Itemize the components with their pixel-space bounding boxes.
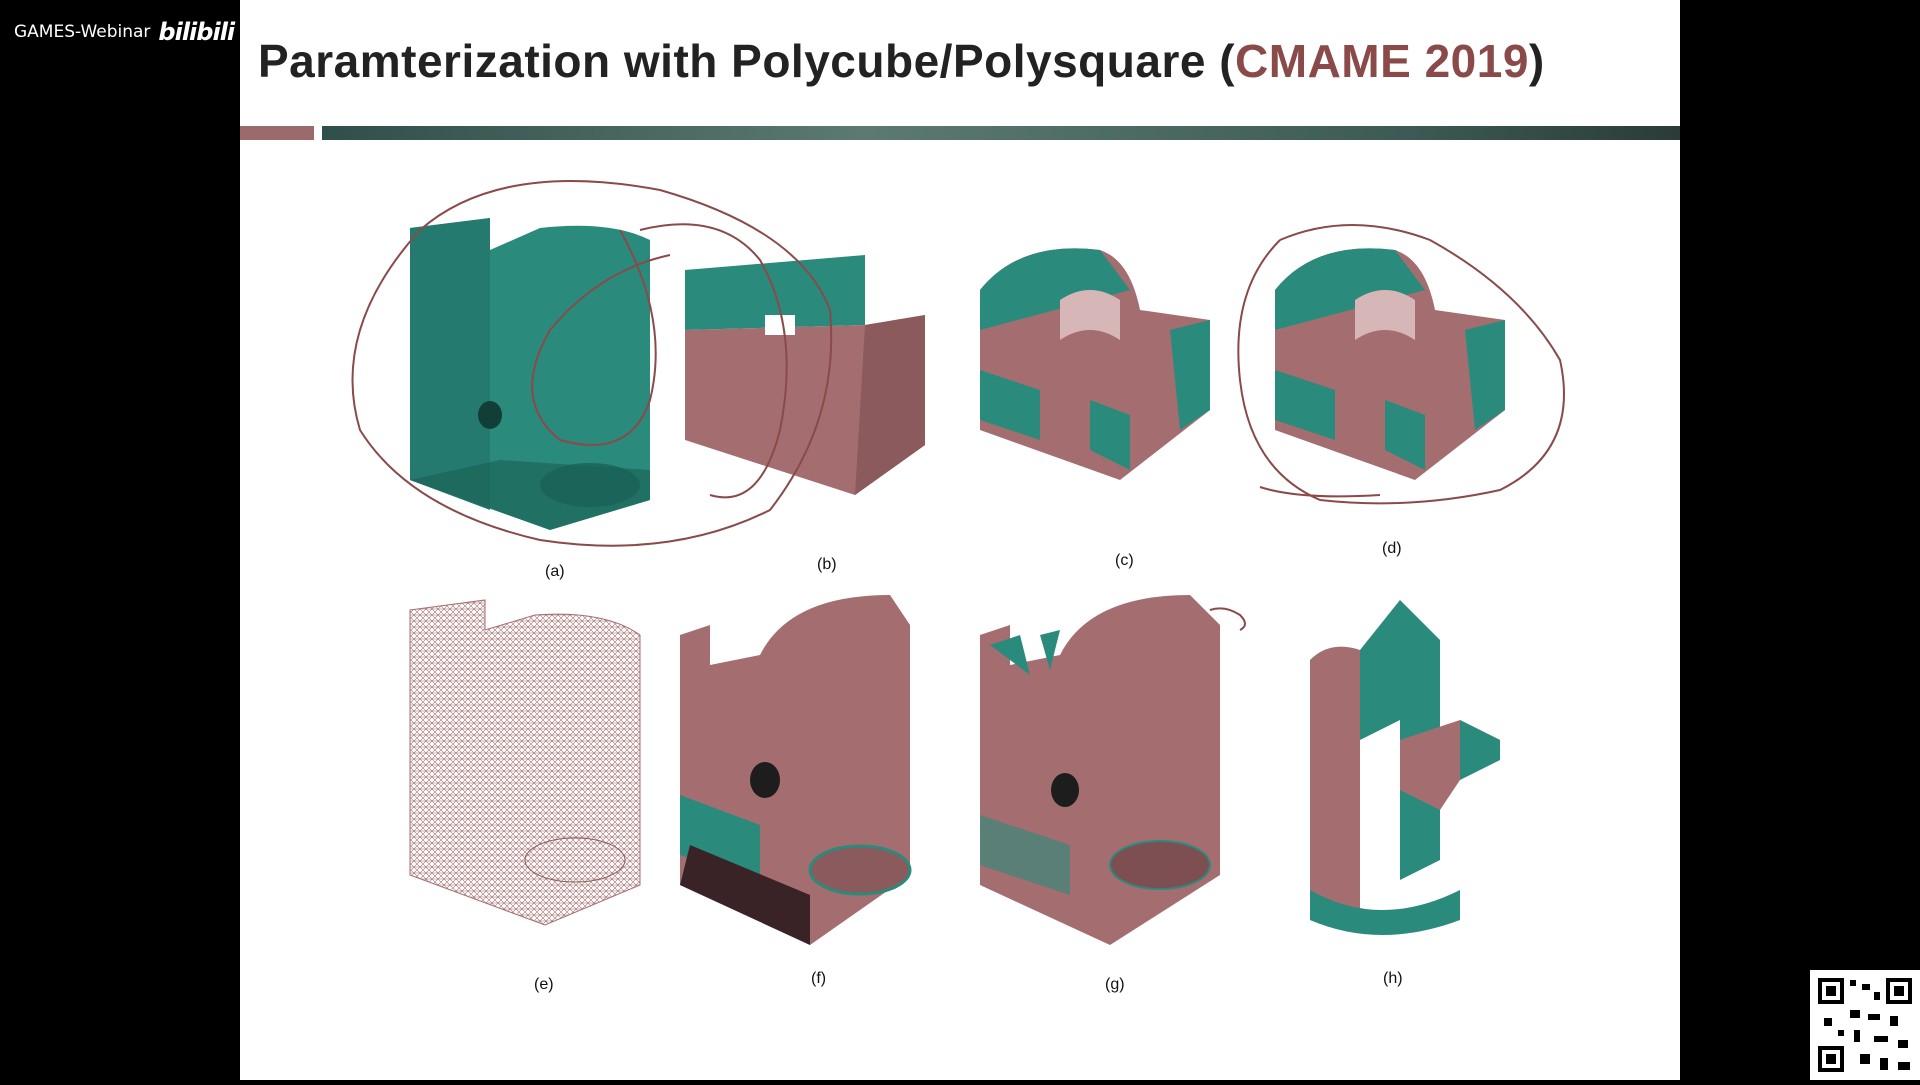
figure-g-label: (g) [1105, 976, 1125, 993]
figure-e-model [409, 599, 641, 926]
presentation-slide: Paramterization with Polycube/Polysquare… [240, 0, 1680, 1080]
qr-code-icon [1815, 975, 1915, 1075]
figure-b-model [685, 255, 925, 495]
figure-b-label: (b) [817, 556, 837, 573]
figure-f-label: (f) [811, 970, 827, 987]
title-underline-accent [240, 126, 314, 140]
annotation-strokes [351, 180, 1565, 631]
figure-d-label: (d) [1382, 540, 1402, 557]
title-underline-bar [322, 126, 1680, 140]
figure-f-model [680, 595, 912, 945]
figure-c-label: (c) [1115, 552, 1134, 569]
figure-h-model [1310, 600, 1500, 935]
figure-a-label: (a) [545, 563, 565, 580]
bilibili-logo: bilibili [158, 18, 235, 46]
title-main: Paramterization with Polycube/Polysquare… [258, 35, 1236, 87]
figure-d-model [1275, 248, 1505, 480]
qr-code[interactable] [1810, 970, 1920, 1080]
figure-c-model [980, 248, 1210, 480]
title-venue: CMAME 2019 [1235, 35, 1529, 87]
slide-title: Paramterization with Polycube/Polysquare… [258, 34, 1545, 88]
figure-h-label: (h) [1383, 970, 1403, 987]
title-close: ) [1528, 35, 1545, 87]
channel-label: GAMES-Webinar [14, 22, 151, 42]
channel-watermark: GAMES-Webinar bilibili [14, 18, 235, 46]
figure-g-model [980, 595, 1220, 945]
figure-e-label: (e) [534, 976, 554, 993]
figure-a-model [410, 218, 650, 530]
